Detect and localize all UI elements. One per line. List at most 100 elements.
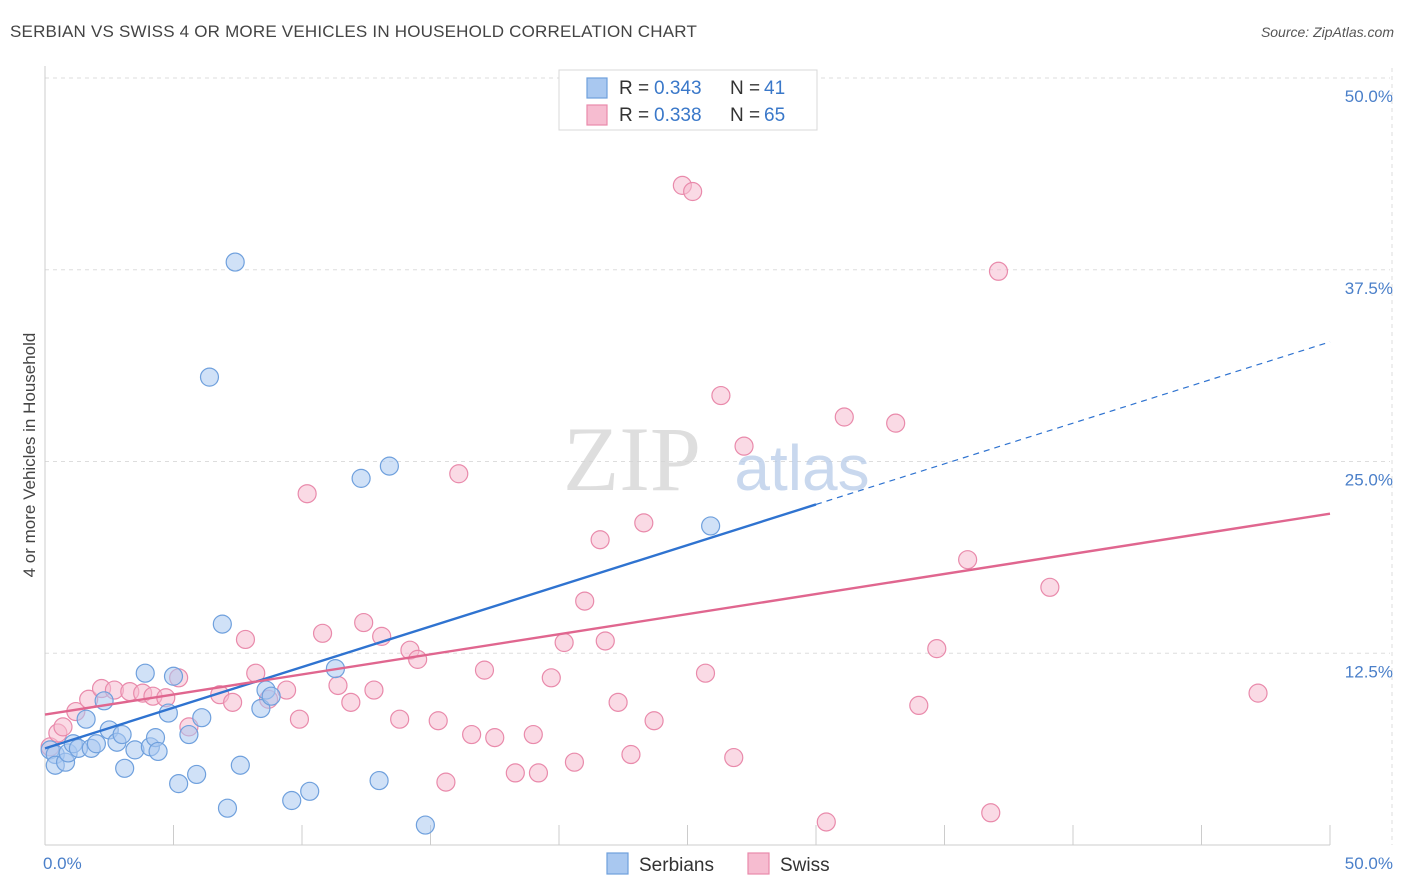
data-point-swiss <box>554 632 574 653</box>
data-point-serbians <box>115 758 135 778</box>
data-point-swiss <box>289 709 310 729</box>
watermark-atlas: atlas <box>734 432 869 504</box>
legend-r-value: 0.343 <box>654 78 702 99</box>
series-legend-swatch-serbians <box>606 852 629 875</box>
series-legend-label-swiss: Swiss <box>780 855 830 876</box>
data-point-swiss <box>634 513 654 533</box>
y-tick-label: 25.0% <box>1345 471 1393 490</box>
data-point-swiss <box>958 550 978 570</box>
data-point-serbians <box>369 770 389 791</box>
trend-line-serbians-extension <box>815 341 1331 506</box>
data-point-swiss <box>683 181 703 202</box>
trend-line-swiss <box>44 512 1331 716</box>
legend-r-value: 0.338 <box>654 105 702 126</box>
data-point-swiss <box>53 717 73 737</box>
data-point-serbians <box>230 755 250 775</box>
data-point-serbians <box>282 790 302 811</box>
legend-n-value: 65 <box>764 105 785 126</box>
y-tick-label: 37.5% <box>1345 279 1393 298</box>
data-point-swiss <box>528 763 549 783</box>
data-point-swiss <box>474 660 495 680</box>
data-point-serbians <box>261 686 281 706</box>
data-point-swiss <box>608 692 628 712</box>
gridlines <box>45 68 1393 845</box>
data-point-serbians <box>351 468 371 488</box>
data-point-serbians <box>225 252 245 272</box>
series-legend-label-serbians: Serbians <box>639 855 714 876</box>
data-point-serbians <box>76 709 96 729</box>
data-point-swiss <box>988 261 1009 281</box>
data-point-swiss <box>595 631 615 651</box>
data-point-swiss <box>886 413 906 433</box>
legend-swatch-serbians <box>586 77 608 99</box>
data-point-swiss <box>564 752 585 772</box>
data-point-swiss <box>816 812 836 832</box>
data-point-serbians <box>251 698 271 719</box>
legend: R = 0.343 N = 41 R = 0.338 N = 65 <box>558 69 818 131</box>
data-point-swiss <box>328 675 348 696</box>
data-point-swiss <box>505 763 525 783</box>
data-point-swiss <box>1248 683 1268 703</box>
data-point-serbians <box>415 815 435 835</box>
x-tick-label: 0.0% <box>43 854 82 873</box>
data-point-serbians <box>192 708 212 728</box>
data-point-swiss <box>981 803 1001 823</box>
data-point-swiss <box>449 464 469 484</box>
trend-lines <box>44 341 1331 750</box>
data-point-serbians <box>169 774 189 794</box>
watermark-zip: ZIP <box>563 408 701 510</box>
data-point-serbians <box>179 724 199 745</box>
x-tick-label: 50.0% <box>1345 854 1393 873</box>
data-point-swiss <box>724 747 744 768</box>
data-point-swiss <box>312 623 333 643</box>
data-point-swiss <box>297 484 317 504</box>
data-point-swiss <box>909 695 929 716</box>
data-point-swiss <box>235 629 256 650</box>
data-point-swiss <box>695 663 716 683</box>
legend-r-label: R = <box>619 105 649 126</box>
legend-n-label: N = <box>730 78 760 99</box>
data-point-serbians <box>701 516 721 536</box>
series-legend-swatch-swiss <box>747 852 770 875</box>
legend-n-value: 41 <box>764 78 785 99</box>
data-point-serbians <box>86 734 107 754</box>
data-point-serbians <box>148 741 168 762</box>
data-point-swiss <box>711 385 731 406</box>
data-point-serbians <box>379 456 399 476</box>
data-point-swiss <box>834 407 854 427</box>
data-point-swiss <box>734 436 754 456</box>
data-point-serbians <box>125 740 145 760</box>
data-point-swiss <box>523 724 543 745</box>
legend-swatch-swiss <box>586 104 608 126</box>
data-point-serbians <box>199 367 220 387</box>
data-point-serbians <box>300 781 320 801</box>
data-point-swiss <box>575 591 595 611</box>
data-point-swiss <box>590 530 610 550</box>
data-point-swiss <box>621 744 641 765</box>
legend-n-label: N = <box>730 105 760 126</box>
series-legend: Serbians Swiss <box>606 852 830 876</box>
data-points <box>40 175 1268 835</box>
watermark: ZIP atlas <box>563 408 870 510</box>
data-point-serbians <box>163 666 184 686</box>
data-point-swiss <box>354 612 374 633</box>
data-point-swiss <box>927 639 947 659</box>
data-point-swiss <box>436 772 456 792</box>
chart-title: SERBIAN VS SWISS 4 OR MORE VEHICLES IN H… <box>10 22 698 41</box>
y-axis-label: 4 or more Vehicles in Household <box>20 333 39 578</box>
data-point-serbians <box>217 798 238 818</box>
data-point-swiss <box>223 692 243 712</box>
y-tick-label: 12.5% <box>1345 662 1393 681</box>
data-point-swiss <box>1040 577 1060 597</box>
data-point-swiss <box>644 711 664 731</box>
data-point-swiss <box>364 680 384 700</box>
data-point-swiss <box>541 668 561 688</box>
data-point-swiss <box>485 728 505 748</box>
data-point-serbians <box>135 663 155 683</box>
y-tick-label: 50.0% <box>1345 87 1393 106</box>
data-point-swiss <box>428 711 448 731</box>
source-label: Source: ZipAtlas.com <box>1260 24 1394 40</box>
data-point-serbians <box>212 614 232 634</box>
data-point-serbians <box>112 724 132 745</box>
